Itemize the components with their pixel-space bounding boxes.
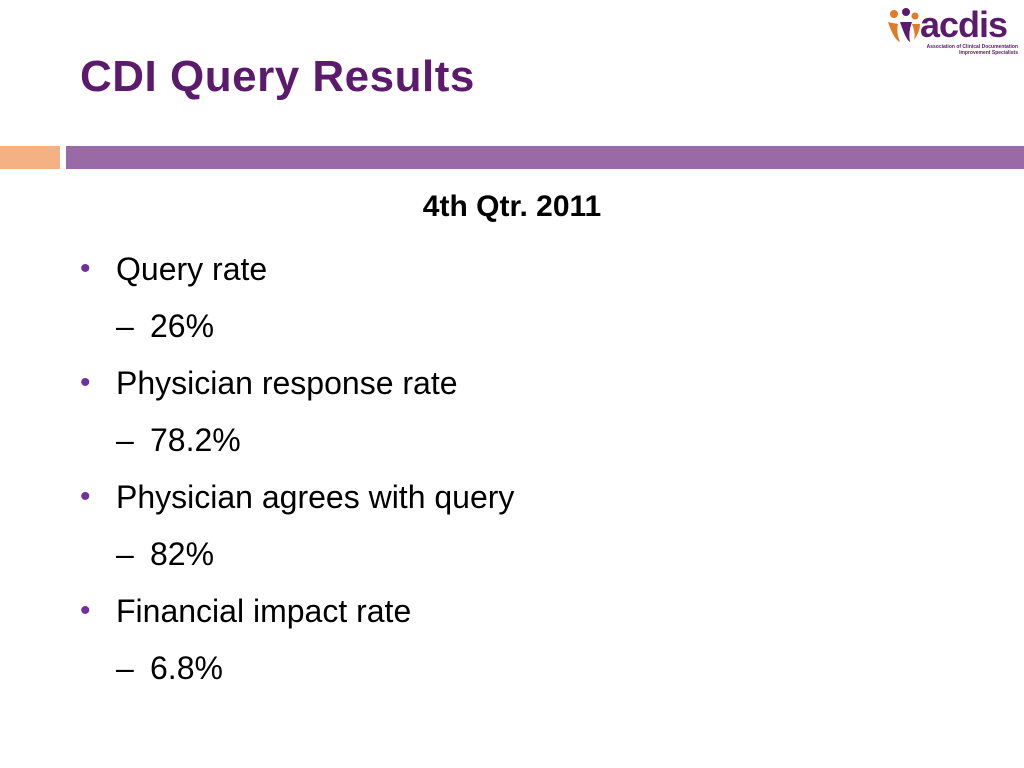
acdis-logo: acdis Association of Clinical Documentat… — [884, 4, 1018, 60]
logo-tagline: Association of Clinical Documentation Im… — [926, 44, 1018, 56]
item-label: Physician response rate — [116, 365, 458, 401]
dash-icon: – — [116, 308, 134, 344]
item-value: 26% — [150, 308, 215, 344]
slide-title: CDI Query Results — [80, 52, 475, 101]
slide-subheading: 4th Qtr. 2011 — [422, 190, 602, 223]
dash-icon: – — [116, 536, 134, 572]
item-value: 82% — [150, 536, 215, 572]
bullet-icon: • — [80, 594, 91, 627]
bullet-icon: • — [80, 366, 91, 399]
item-value: 78.2% — [150, 422, 241, 458]
item-value: 6.8% — [150, 650, 223, 686]
accent-bar-orange — [0, 146, 60, 169]
accent-bar-purple — [66, 146, 1024, 169]
item-label: Query rate — [116, 251, 268, 287]
logo-wordmark: acdis — [920, 4, 1008, 45]
bullet-icon: • — [80, 480, 91, 513]
item-label: Financial impact rate — [116, 593, 412, 629]
bullet-icon: • — [80, 252, 91, 285]
dash-icon: – — [116, 422, 134, 458]
dash-icon: – — [116, 650, 134, 686]
item-label: Physician agrees with query — [116, 479, 515, 515]
people-logo-icon — [888, 8, 920, 42]
